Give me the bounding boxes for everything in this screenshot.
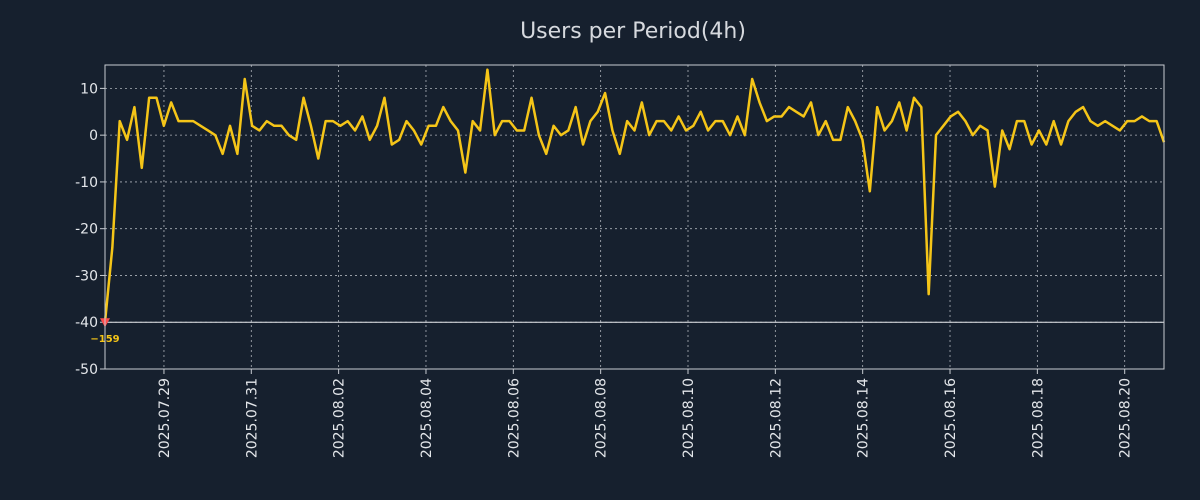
x-tick-label: 2025.08.12 — [768, 378, 784, 458]
y-tick-label: -10 — [75, 175, 98, 191]
x-axis: 2025.07.29 2025.07.31 2025.08.02 2025.08.04… — [157, 369, 1134, 458]
x-tick-label: 2025.08.10 — [681, 378, 697, 458]
x-tick-label: 2025.08.18 — [1030, 378, 1046, 458]
y-tick-label: 10 — [80, 81, 98, 97]
y-axis: 10 0 -10 -20 -30 -40 -50 — [75, 81, 105, 378]
x-tick-label: 2025.08.02 — [332, 378, 348, 458]
x-tick-label: 2025.08.06 — [506, 378, 522, 458]
grid — [105, 65, 1164, 370]
x-tick-label: 2025.08.20 — [1118, 378, 1134, 458]
y-tick-label: -40 — [75, 315, 98, 331]
x-tick-label: 2025.07.29 — [157, 378, 173, 458]
x-tick-label: 2025.08.14 — [856, 378, 872, 458]
plot-frame — [104, 64, 1165, 370]
y-tick-label: -20 — [75, 222, 98, 238]
y-tick-label: -30 — [75, 268, 98, 284]
x-tick-label: 2025.08.16 — [943, 378, 959, 458]
series-line-users — [103, 68, 1166, 323]
y-tick-label: -50 — [75, 362, 98, 378]
x-tick-label: 2025.08.08 — [594, 378, 610, 458]
x-tick-label: 2025.07.31 — [244, 378, 260, 458]
y-tick-label: 0 — [89, 128, 98, 144]
chart-title: Users per Period(4h) — [520, 19, 746, 44]
x-tick-label: 2025.08.04 — [419, 378, 435, 458]
